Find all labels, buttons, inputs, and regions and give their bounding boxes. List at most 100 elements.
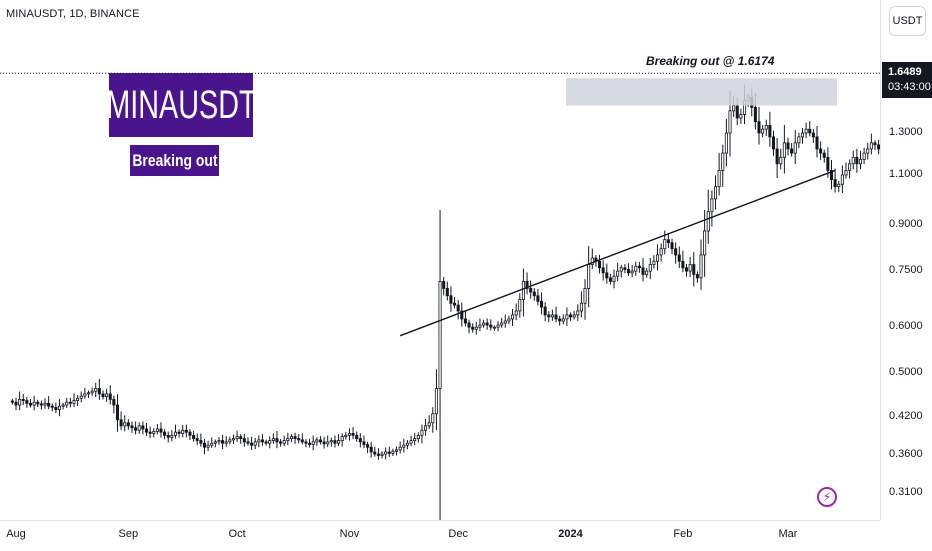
candle-body bbox=[333, 440, 337, 444]
candle-body bbox=[300, 439, 304, 443]
candle-body bbox=[420, 429, 424, 436]
candle-body bbox=[115, 404, 120, 421]
candle-body bbox=[569, 314, 573, 318]
support-trendline bbox=[399, 169, 836, 337]
candle-body bbox=[837, 183, 841, 188]
candle-body bbox=[637, 265, 641, 269]
candle-body bbox=[456, 304, 460, 312]
candle-body bbox=[630, 270, 634, 274]
candle-body bbox=[264, 441, 268, 444]
breakout-annotation: Breaking out @ 1.6174 bbox=[646, 54, 775, 68]
candle-body bbox=[623, 267, 627, 270]
resistance-zone bbox=[566, 78, 837, 106]
symbol-title[interactable]: MINAUSDT, 1D, BINANCE bbox=[6, 8, 140, 20]
candle-body bbox=[855, 156, 859, 165]
candle-body bbox=[130, 425, 134, 429]
candle-body bbox=[721, 152, 725, 171]
candle-body bbox=[434, 388, 438, 415]
candle-body bbox=[500, 322, 504, 326]
candle-body bbox=[79, 395, 83, 399]
candle-body bbox=[279, 441, 283, 444]
candle-body bbox=[355, 434, 359, 439]
price-tick-label: 1.1000 bbox=[889, 167, 923, 180]
candle-body bbox=[442, 280, 446, 289]
currency-button[interactable]: USDT bbox=[889, 6, 926, 36]
candle-body bbox=[627, 269, 631, 274]
candle-body bbox=[692, 264, 696, 275]
banner-subtitle: Breaking out bbox=[131, 150, 218, 170]
candle-body bbox=[268, 440, 272, 444]
candle-body bbox=[793, 142, 797, 154]
candle-body bbox=[166, 434, 170, 438]
candle-body bbox=[616, 270, 620, 277]
last-price: 1.6489 bbox=[888, 66, 922, 78]
candle-body bbox=[76, 397, 80, 401]
time-tick-label: Dec bbox=[448, 528, 468, 540]
candle-body bbox=[688, 264, 692, 272]
candle-body bbox=[471, 326, 475, 330]
candle-body bbox=[90, 390, 94, 394]
candle-body bbox=[790, 148, 794, 154]
time-tick-label: Nov bbox=[339, 528, 360, 540]
candle-body bbox=[608, 277, 612, 282]
candle-body bbox=[362, 441, 366, 445]
candle-body bbox=[652, 260, 656, 265]
candle-body bbox=[108, 393, 112, 400]
candle-body bbox=[800, 132, 805, 138]
candle-body bbox=[877, 144, 880, 150]
candle-body bbox=[10, 400, 14, 403]
price-chart[interactable] bbox=[0, 0, 880, 520]
candle-body bbox=[482, 322, 486, 326]
candle-body bbox=[561, 318, 565, 322]
candle-body bbox=[819, 148, 823, 154]
candle-body bbox=[449, 295, 453, 304]
candle-body bbox=[21, 399, 25, 401]
banner-subtitle-box: Breaking out bbox=[130, 145, 219, 176]
candle-body bbox=[144, 428, 149, 433]
candle-body bbox=[550, 314, 554, 318]
candle-body bbox=[373, 451, 377, 455]
candle-body bbox=[663, 239, 667, 250]
candle-body bbox=[47, 402, 51, 407]
time-tick-label: Sep bbox=[118, 528, 139, 540]
candle-body bbox=[337, 440, 341, 444]
candle-body bbox=[648, 264, 652, 272]
candle-body bbox=[123, 422, 127, 427]
candle-body bbox=[732, 105, 736, 112]
candle-body bbox=[507, 318, 511, 322]
candle-body bbox=[724, 132, 728, 154]
candle-body bbox=[181, 429, 185, 434]
candle-body bbox=[235, 436, 239, 439]
candle-body bbox=[101, 393, 105, 398]
candle-body bbox=[347, 433, 351, 436]
candle-body bbox=[322, 441, 326, 445]
candle-body bbox=[706, 211, 710, 232]
candle-body bbox=[228, 439, 232, 443]
candle-body bbox=[713, 186, 718, 200]
candle-body bbox=[463, 318, 467, 324]
time-tick-label: Mar bbox=[778, 528, 798, 540]
candle-body bbox=[260, 439, 264, 443]
candle-body bbox=[32, 401, 36, 406]
candle-body bbox=[231, 438, 235, 441]
candle-body bbox=[43, 402, 47, 406]
candle-body bbox=[840, 174, 844, 185]
candle-body bbox=[199, 440, 203, 444]
time-tick-label: Oct bbox=[228, 528, 246, 540]
candle-body bbox=[384, 451, 388, 455]
candle-body bbox=[289, 436, 293, 439]
candle-body bbox=[18, 399, 22, 406]
time-axis[interactable] bbox=[0, 520, 880, 551]
candle-body bbox=[445, 288, 449, 297]
candle-body bbox=[655, 254, 660, 262]
candle-body bbox=[427, 422, 431, 427]
lightning-icon[interactable]: ⚡ bbox=[817, 487, 837, 507]
candle-body bbox=[68, 401, 72, 404]
candle-body bbox=[869, 142, 873, 150]
candle-body bbox=[811, 132, 815, 138]
chart-area[interactable] bbox=[0, 0, 880, 520]
candle-body bbox=[271, 438, 275, 441]
candle-body bbox=[137, 425, 141, 431]
candle-body bbox=[822, 152, 826, 158]
candle-body bbox=[25, 400, 29, 404]
